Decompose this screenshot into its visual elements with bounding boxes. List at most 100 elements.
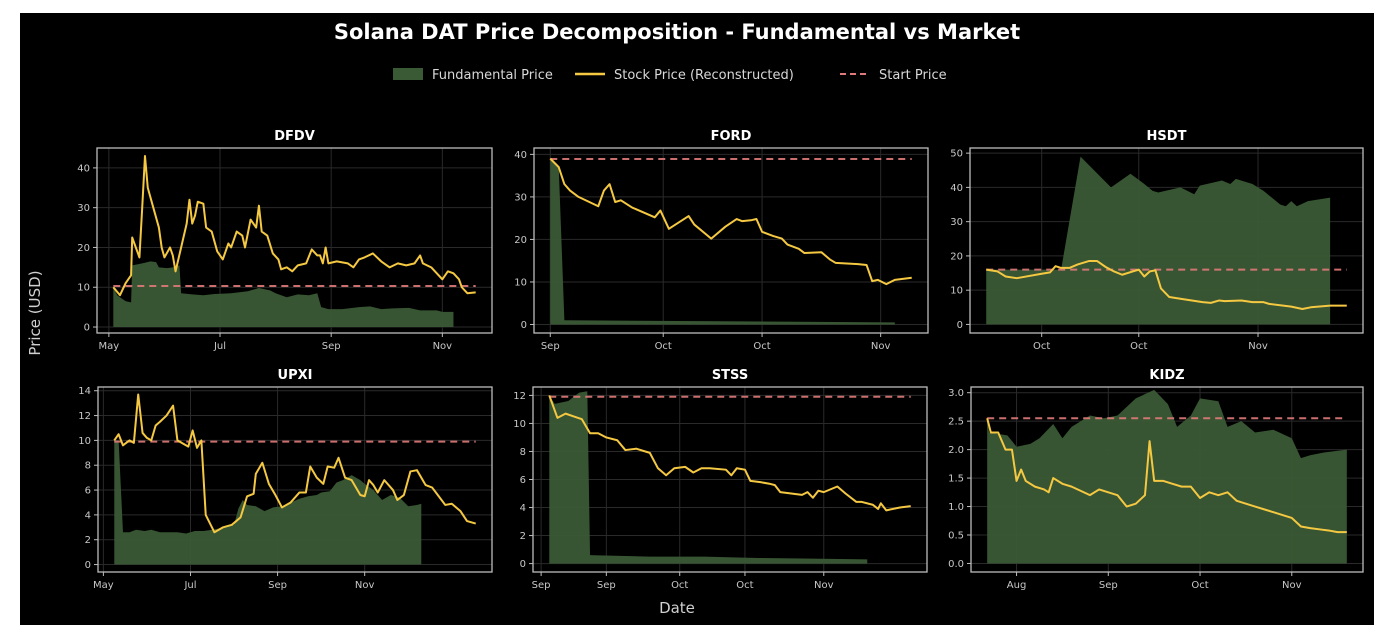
subplot-title: HSDT [1147,129,1187,144]
legend: Fundamental Price Stock Price (Reconstru… [393,68,947,83]
y-tick-label: 14 [78,386,91,397]
y-tick-label: 10 [950,286,963,297]
figure-canvas: Solana DAT Price Decomposition - Fundame… [20,13,1374,625]
y-axis-label: Price (USD) [26,270,44,355]
x-tick-label: Oct [655,341,672,352]
fundamental-price-area [987,389,1347,564]
subplot-dfdv: 0 10 20 30 40 May Jul Sep Nov DFDV [77,129,493,352]
y-tick-label: 20 [514,235,527,246]
subplot-title: UPXI [278,368,313,383]
y-tick-label: 10 [514,277,527,288]
legend-label-fundamental: Fundamental Price [432,68,553,83]
y-tick-label: 3.0 [948,388,964,399]
y-tick-label: 2 [520,531,526,542]
y-tick-label: 12 [78,411,91,422]
x-tick-label: Sep [541,341,560,352]
plot-frame [96,147,493,334]
y-tick-label: 4 [85,510,91,521]
y-tick-label: 0 [957,320,963,331]
fundamental-price-area [114,440,422,565]
y-tick-label: 0 [84,323,90,334]
subplot-title: DFDV [274,129,315,144]
x-tick-label: Jul [213,341,226,352]
y-tick-label: 40 [514,150,527,161]
y-tick-label: 8 [520,447,526,458]
stock-price-line [548,395,911,512]
y-tick-label: 0.0 [948,559,964,570]
legend-label-stock: Stock Price (Reconstructed) [614,68,794,83]
x-tick-label: May [93,580,114,591]
x-tick-label: Jul [183,580,196,591]
x-tick-label: Oct [1191,580,1208,591]
x-tick-label: Sep [322,341,341,352]
x-tick-label: Nov [871,341,891,352]
subplot-stss: 0 2 4 6 8 10 12 Sep Sep Oct Oct Nov STSS [513,368,928,591]
y-tick-label: 0.5 [948,531,964,542]
y-tick-label: 30 [950,217,963,228]
subplot-upxi: 0 2 4 6 8 10 12 14 May Jul Sep Nov UPXI [78,368,493,591]
x-tick-label: Nov [1282,580,1302,591]
figure-svg: Solana DAT Price Decomposition - Fundame… [26,20,1364,617]
chart-title: Solana DAT Price Decomposition - Fundame… [334,20,1020,44]
y-tick-label: 20 [77,243,90,254]
y-tick-label: 1.5 [948,474,964,485]
stock-price-line [986,260,1347,311]
y-tick-label: 10 [78,436,91,447]
stock-price-line [113,393,477,534]
legend-label-start: Start Price [879,68,947,83]
y-tick-label: 4 [520,503,526,514]
y-tick-label: 2.0 [948,445,964,456]
stock-price-line [112,154,476,297]
legend-swatch-fundamental [393,68,423,80]
x-tick-label: Sep [532,580,551,591]
x-tick-label: Oct [736,580,753,591]
x-tick-label: Nov [433,341,453,352]
subplot-hsdt: 0 10 20 30 40 50 Oct Oct Nov HSDT [950,129,1364,352]
plot-frame [970,386,1364,573]
x-tick-label: Aug [1007,580,1027,591]
subplot-ford: 0 10 20 30 40 Sep Oct Oct Nov FORD [514,129,929,352]
x-tick-label: Nov [355,580,375,591]
y-tick-label: 6 [85,486,91,497]
x-tick-label: May [99,341,120,352]
subplot-title: STSS [712,368,748,383]
fundamental-price-area [549,391,868,564]
y-tick-label: 30 [77,203,90,214]
x-tick-label: Oct [1130,341,1147,352]
y-tick-label: 8 [85,461,91,472]
fundamental-price-area [113,261,454,328]
y-tick-label: 2.5 [948,417,964,428]
plot-frame [97,386,493,573]
x-tick-label: Sep [1099,580,1118,591]
y-tick-label: 40 [950,183,963,194]
x-tick-label: Sep [597,580,616,591]
y-tick-label: 0 [520,559,526,570]
y-tick-label: 10 [77,283,90,294]
y-tick-label: 6 [520,475,526,486]
x-tick-label: Sep [268,580,287,591]
y-tick-label: 40 [77,163,90,174]
subplot-title: FORD [711,129,752,144]
y-tick-label: 0 [85,560,91,571]
x-tick-label: Nov [1248,341,1268,352]
y-tick-label: 50 [950,149,963,160]
y-tick-label: 1.0 [948,502,964,513]
fundamental-price-area [986,156,1331,325]
stock-price-line [986,418,1347,534]
y-tick-label: 10 [513,419,526,430]
subplot-kidz: 0.0 0.5 1.0 1.5 2.0 2.5 3.0 Aug Sep Oct Nov KIDZ [948,368,1364,591]
y-tick-label: 30 [514,192,527,203]
x-tick-label: Oct [671,580,688,591]
y-tick-label: 12 [513,391,526,402]
stock-price-line [549,157,912,286]
x-tick-label: Oct [753,341,770,352]
fundamental-price-area [550,158,895,325]
y-tick-label: 0 [521,320,527,331]
x-tick-label: Oct [1033,341,1050,352]
y-tick-label: 20 [950,251,963,262]
plot-frame [533,147,929,334]
plot-frame [969,147,1364,334]
x-axis-label: Date [659,599,695,617]
x-tick-label: Nov [814,580,834,591]
